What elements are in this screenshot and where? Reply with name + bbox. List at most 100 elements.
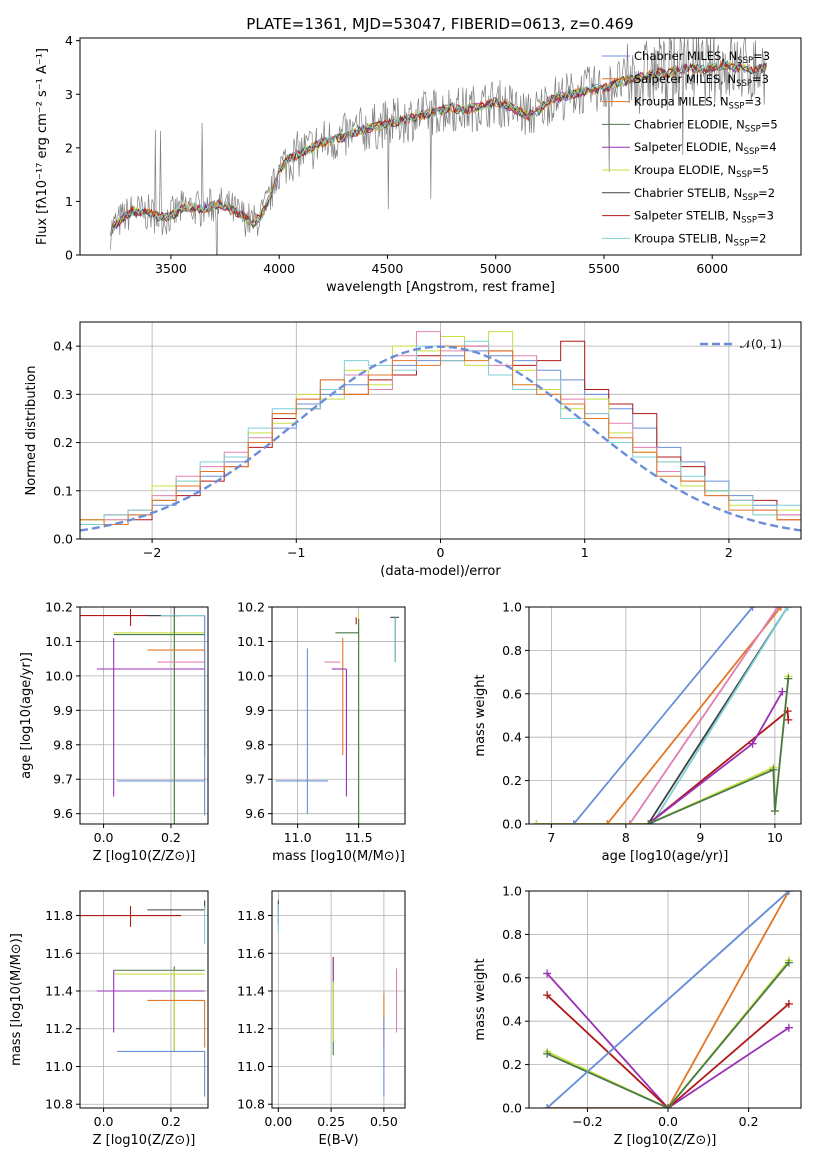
y-tick-label: 0.2 — [502, 773, 522, 788]
x-axis-label: Z [log10(Z/Z⊙)] — [93, 849, 196, 864]
y-tick-label: 0.4 — [53, 339, 73, 354]
legend-entry: Chabrier STELIB, NSSP=2 — [634, 186, 775, 203]
weight-series-line — [628, 607, 779, 824]
y-tick-label: 10.2 — [237, 600, 265, 615]
spectrum-legend: Chabrier MILES, NSSP=3 Salpeter MILES, NS… — [602, 49, 778, 248]
y-tick-label: 0.0 — [502, 1101, 522, 1116]
x-axis-label: Z [log10(Z/Z⊙)] — [614, 1133, 717, 1148]
weight-series-line — [546, 891, 790, 1108]
axes-frame — [79, 890, 209, 1109]
panel-age_vs_mass: 11.0 11.5 9.6 9.7 9.8 9.9 10.0 10.1 10.2 mass [lo… — [237, 600, 406, 864]
legend-entry: Salpeter STELIB, NSSP=3 — [634, 209, 774, 226]
x-tick-label: 0.0 — [94, 830, 114, 845]
y-tick-label: 0.6 — [502, 686, 522, 701]
legend-entry: Kroupa MILES, NSSP=3 — [634, 95, 761, 112]
weight-marker — [769, 765, 778, 774]
x-tick-label: 4000 — [263, 261, 295, 276]
y-tick-label: 10.0 — [45, 668, 73, 683]
weight-marker — [784, 958, 793, 967]
weight-marker — [784, 891, 793, 895]
y-tick-label: 0.2 — [53, 435, 73, 450]
x-axis-label: mass [log10(M/M⊙)] — [272, 849, 405, 864]
legend-entry: Chabrier ELODIE, NSSP=5 — [634, 117, 778, 134]
weight-marker — [625, 820, 634, 824]
y-tick-label: 10.2 — [45, 600, 73, 615]
y-tick-label: 9.9 — [245, 703, 265, 718]
weight-series-line — [606, 607, 782, 824]
x-tick-label: −0.2 — [572, 1114, 602, 1129]
y-tick-label: 9.9 — [53, 703, 73, 718]
plot-area — [532, 607, 793, 824]
normal-curve — [80, 345, 801, 532]
y-tick-label: 9.6 — [53, 806, 73, 821]
weight-marker — [773, 607, 782, 611]
x-tick-label: 0.00 — [264, 1114, 292, 1129]
x-tick-label: 5500 — [588, 261, 620, 276]
x-tick-label: 0.2 — [739, 1114, 759, 1129]
x-tick-label: 6000 — [696, 261, 728, 276]
panel-mass_vs_EBV: 0.00 0.25 0.50 10.8 11.0 11.2 11.4 11.6 11.8 E(B-… — [237, 890, 406, 1148]
grid — [80, 891, 208, 1108]
x-axis-label: wavelength [Angstrom, rest frame] — [326, 280, 555, 295]
x-tick-label: 2 — [725, 545, 733, 560]
x-tick-label: 4500 — [372, 261, 404, 276]
weight-series-line — [547, 891, 790, 1108]
y-tick-label: 10.8 — [237, 1097, 265, 1112]
axes-frame — [79, 606, 209, 825]
x-tick-label: 0.50 — [370, 1114, 398, 1129]
weight-series-line — [546, 972, 790, 1108]
y-tick-label: 10.8 — [45, 1097, 73, 1112]
legend-entry: 𝒩(0, 1) — [740, 337, 782, 351]
y-tick-label: 11.6 — [45, 946, 73, 961]
weight-marker — [569, 820, 578, 824]
x-tick-label: 7 — [547, 830, 555, 845]
y-tick-label: 0.1 — [53, 483, 73, 498]
grid — [529, 606, 801, 825]
y-axis-label: mass weight — [473, 958, 488, 1040]
spectrum-data-line — [109, 38, 767, 255]
y-tick-label: 0.8 — [502, 927, 522, 942]
figure-title: PLATE=1361, MJD=53047, FIBERID=0613, z=0… — [246, 15, 633, 33]
y-tick-label: 0.8 — [502, 643, 522, 658]
x-tick-label: 0.2 — [161, 1114, 181, 1129]
legend-entry: Salpeter ELODIE, NSSP=4 — [634, 140, 777, 157]
y-tick-label: 10.0 — [237, 668, 265, 683]
y-tick-label: 9.7 — [245, 772, 265, 787]
plot-area — [80, 900, 206, 1097]
legend-entry: Kroupa STELIB, NSSP=2 — [634, 231, 766, 248]
weight-marker — [543, 969, 552, 978]
weight-marker — [784, 999, 793, 1008]
x-tick-label: 9 — [696, 830, 704, 845]
y-tick-label: 0.4 — [502, 1014, 522, 1029]
y-axis-label: mass [log10(M/M⊙)] — [9, 933, 24, 1066]
x-tick-label: 0.0 — [94, 1114, 114, 1129]
x-axis-label: E(B-V) — [318, 1133, 358, 1148]
y-tick-label: 3 — [65, 87, 73, 102]
legend-entry: Kroupa ELODIE, NSSP=5 — [634, 163, 769, 180]
weight-marker — [783, 607, 792, 611]
plot-area — [277, 900, 398, 1097]
spectrum-model-line — [109, 62, 767, 236]
y-tick-label: 11.6 — [237, 946, 265, 961]
weight-marker — [543, 1049, 552, 1058]
plot-area — [543, 891, 793, 1108]
x-tick-label: 11.5 — [345, 830, 373, 845]
x-axis-label: age [log10(age/yr)] — [602, 849, 729, 864]
x-tick-label: 0.0 — [658, 1114, 678, 1129]
y-tick-label: 0.3 — [53, 387, 73, 402]
panel-mass_vs_Z: 0.0 0.2 10.8 11.0 11.2 11.4 11.6 11.8 Z [log10(Z… — [9, 890, 209, 1148]
y-tick-label: 1 — [65, 194, 73, 209]
legend-entry: Chabrier MILES, NSSP=3 — [634, 49, 770, 66]
weight-marker — [748, 607, 757, 611]
axes-frame — [79, 37, 802, 256]
grid — [80, 606, 208, 824]
x-tick-label: 0 — [437, 545, 445, 560]
weight-marker — [644, 820, 653, 824]
weight-series-line — [573, 607, 754, 824]
x-tick-label: 5000 — [480, 261, 512, 276]
weight-marker — [603, 820, 612, 824]
x-axis-label: (data-model)/error — [380, 564, 501, 579]
weight-series-line — [651, 607, 789, 824]
panel-age_vs_Z: 0.0 0.2 9.6 9.7 9.8 9.9 10.0 10.1 10.2 Z [log10(Z… — [19, 600, 209, 864]
